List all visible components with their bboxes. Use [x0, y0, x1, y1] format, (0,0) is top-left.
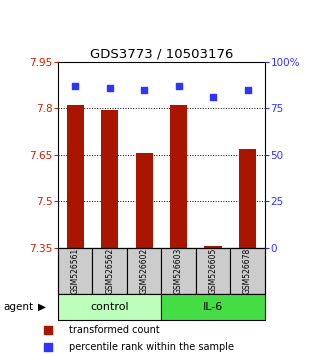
Bar [196, 248, 230, 294]
Text: control: control [90, 302, 129, 312]
Point [72, 83, 78, 89]
Point [315, 114, 320, 120]
Bar [239, 149, 256, 248]
Bar [58, 248, 92, 294]
Text: GSM526561: GSM526561 [71, 248, 80, 294]
Bar [161, 294, 265, 320]
Bar [205, 246, 222, 248]
Bar [170, 105, 187, 248]
Bar [127, 248, 161, 294]
Text: GSM526602: GSM526602 [140, 248, 149, 294]
Point [211, 95, 216, 100]
Point [245, 87, 250, 93]
Text: GSM526678: GSM526678 [243, 248, 252, 294]
Bar [101, 110, 118, 248]
Text: percentile rank within the sample: percentile rank within the sample [69, 342, 234, 352]
Point [176, 83, 181, 89]
Text: transformed count: transformed count [69, 325, 160, 335]
Text: GSM526605: GSM526605 [209, 247, 217, 294]
Text: GSM526562: GSM526562 [105, 248, 114, 294]
Title: GDS3773 / 10503176: GDS3773 / 10503176 [90, 48, 233, 61]
Bar [230, 248, 265, 294]
Bar [92, 248, 127, 294]
Text: IL-6: IL-6 [203, 302, 223, 312]
Text: GSM526603: GSM526603 [174, 247, 183, 294]
Bar [67, 105, 84, 248]
Text: ▶: ▶ [38, 302, 46, 312]
Point [315, 273, 320, 279]
Text: agent: agent [3, 302, 33, 312]
Point [107, 85, 112, 91]
Bar [135, 153, 153, 248]
Point [141, 87, 147, 93]
Bar [161, 248, 196, 294]
Bar [58, 294, 162, 320]
